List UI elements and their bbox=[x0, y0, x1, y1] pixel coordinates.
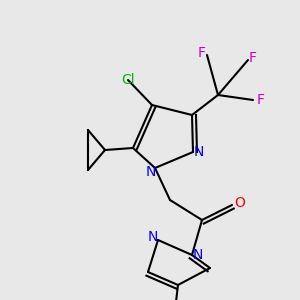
Text: F: F bbox=[257, 93, 265, 107]
Text: F: F bbox=[198, 46, 206, 60]
Text: N: N bbox=[148, 230, 158, 244]
Text: O: O bbox=[235, 196, 245, 210]
Text: N: N bbox=[193, 248, 203, 262]
Text: N: N bbox=[194, 145, 204, 159]
Text: F: F bbox=[249, 51, 257, 65]
Text: N: N bbox=[146, 165, 156, 179]
Text: Cl: Cl bbox=[121, 73, 135, 87]
